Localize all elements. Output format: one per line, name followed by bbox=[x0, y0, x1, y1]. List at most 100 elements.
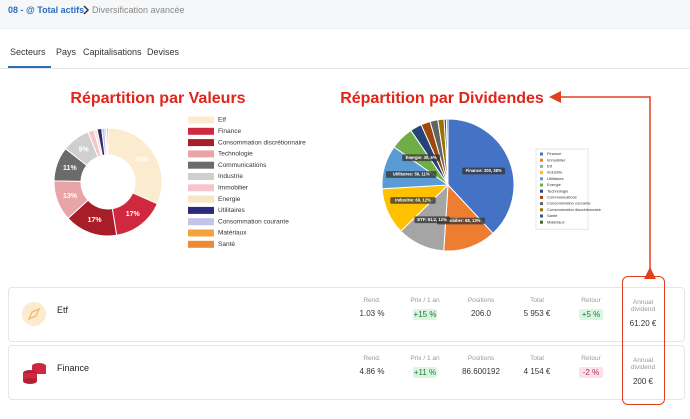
column-header: Rend. bbox=[363, 297, 381, 304]
row-card[interactable] bbox=[8, 287, 685, 342]
slice bbox=[393, 129, 449, 186]
row-card[interactable] bbox=[8, 345, 685, 400]
slice bbox=[53, 180, 89, 220]
slice bbox=[64, 131, 99, 167]
cell-value: 1.03 % bbox=[359, 309, 385, 318]
legend-label: Consommation discrétionnaire bbox=[547, 207, 602, 212]
legend-swatch bbox=[540, 195, 543, 199]
slice-label: Finance: 200, 38% bbox=[466, 168, 502, 173]
legend-label: Santé bbox=[547, 213, 558, 218]
cell-value: -2 % bbox=[579, 367, 603, 378]
legend-swatch bbox=[188, 139, 214, 147]
slice bbox=[429, 119, 449, 186]
tab[interactable]: Secteurs bbox=[10, 47, 46, 57]
slice bbox=[447, 118, 515, 235]
tab[interactable]: Devises bbox=[147, 47, 180, 57]
slice-label: Industrie: 60, 12% bbox=[395, 198, 431, 203]
label-bg bbox=[436, 217, 485, 225]
column-header: Retour bbox=[581, 297, 601, 304]
label-bg bbox=[414, 216, 450, 224]
legend-label: Etf bbox=[547, 163, 553, 168]
legend-swatch bbox=[540, 183, 543, 187]
breadcrumb-link[interactable]: 08 - @ Total actifs bbox=[8, 5, 85, 15]
cell-value: 4 154 € bbox=[523, 367, 551, 376]
slice-label: 17% bbox=[126, 211, 141, 218]
slice bbox=[400, 183, 449, 252]
legend-label: Communications bbox=[218, 162, 267, 169]
legend-label: Industrie bbox=[218, 173, 243, 180]
slice-label: Immobilier: 68, 13% bbox=[441, 218, 480, 223]
slice bbox=[93, 128, 104, 157]
column-header: Prix / 1 an bbox=[410, 297, 440, 304]
column-header: Positions bbox=[467, 297, 495, 304]
tab[interactable]: Capitalisations bbox=[83, 47, 142, 57]
finance-icon bbox=[23, 363, 46, 384]
etf-icon bbox=[22, 302, 46, 326]
legend-label: Utilitaires bbox=[218, 207, 245, 214]
legend-label: Communications bbox=[547, 194, 577, 199]
label-bg bbox=[385, 171, 437, 178]
legend-swatch bbox=[188, 127, 214, 135]
slice bbox=[381, 184, 450, 232]
column-header: Annual dividend bbox=[630, 357, 656, 371]
cell-value: +15 % bbox=[413, 309, 437, 320]
chevron bbox=[83, 5, 90, 15]
slice bbox=[437, 118, 449, 186]
slice-label: 13% bbox=[63, 193, 78, 200]
top-bar bbox=[0, 0, 690, 29]
legend-swatch bbox=[540, 189, 543, 193]
legend-label: Consommation courante bbox=[547, 201, 591, 206]
cell-value: 61.20 € bbox=[629, 319, 657, 328]
legend-swatch bbox=[188, 229, 214, 237]
legend-swatch bbox=[188, 240, 214, 248]
slice-label: 11% bbox=[63, 165, 77, 172]
slice bbox=[107, 127, 163, 205]
slice bbox=[96, 127, 106, 157]
slice-label: Utilitaires: 56, 11% bbox=[393, 172, 430, 177]
slice bbox=[445, 118, 449, 186]
row-name: Finance bbox=[57, 363, 90, 373]
slice-label: 9% bbox=[79, 146, 90, 153]
annotation-arrow bbox=[549, 91, 656, 279]
legend-swatch bbox=[540, 158, 543, 162]
column-header: Retour bbox=[581, 355, 601, 362]
legend-swatch bbox=[540, 208, 543, 212]
legend-label: Industrie bbox=[547, 170, 563, 175]
slice bbox=[443, 183, 494, 252]
slice bbox=[381, 146, 450, 190]
legend-label: Immobilier bbox=[547, 157, 566, 162]
label-bg bbox=[390, 197, 436, 204]
legend-swatch bbox=[540, 164, 543, 168]
legend-box bbox=[535, 148, 589, 230]
slice bbox=[443, 118, 449, 186]
slice bbox=[67, 199, 118, 237]
legend-label: Energie bbox=[218, 196, 241, 203]
label-bg bbox=[402, 154, 441, 162]
slice-label: ETF: 61.2, 12% bbox=[417, 217, 447, 222]
legend-swatch bbox=[188, 150, 214, 158]
legend-label: Etf bbox=[218, 117, 226, 124]
legend-swatch bbox=[540, 220, 543, 224]
legend-swatch bbox=[188, 218, 214, 226]
legend-swatch bbox=[540, 171, 543, 175]
legend-swatch bbox=[188, 195, 214, 203]
breadcrumb-current: Diversification avancée bbox=[92, 5, 185, 15]
legend-label: Technologie bbox=[218, 151, 253, 158]
cell-value: +5 % bbox=[579, 309, 603, 320]
legend-label: Technologie bbox=[547, 188, 569, 193]
legend-label: Finance bbox=[218, 128, 242, 135]
tab-line bbox=[0, 68, 690, 69]
cell-value: 200 € bbox=[632, 377, 654, 386]
slice bbox=[53, 147, 88, 182]
slice bbox=[101, 127, 107, 156]
row-name: Etf bbox=[57, 305, 69, 315]
tab-selected bbox=[8, 66, 51, 68]
slice-label: 34% bbox=[135, 157, 150, 164]
tab[interactable]: Pays bbox=[56, 47, 77, 57]
slice-label: 17% bbox=[88, 217, 103, 224]
label-bg bbox=[462, 167, 506, 175]
legend-swatch bbox=[540, 202, 543, 206]
column-header: Annual dividend bbox=[630, 299, 656, 313]
legend-swatch bbox=[188, 184, 214, 192]
